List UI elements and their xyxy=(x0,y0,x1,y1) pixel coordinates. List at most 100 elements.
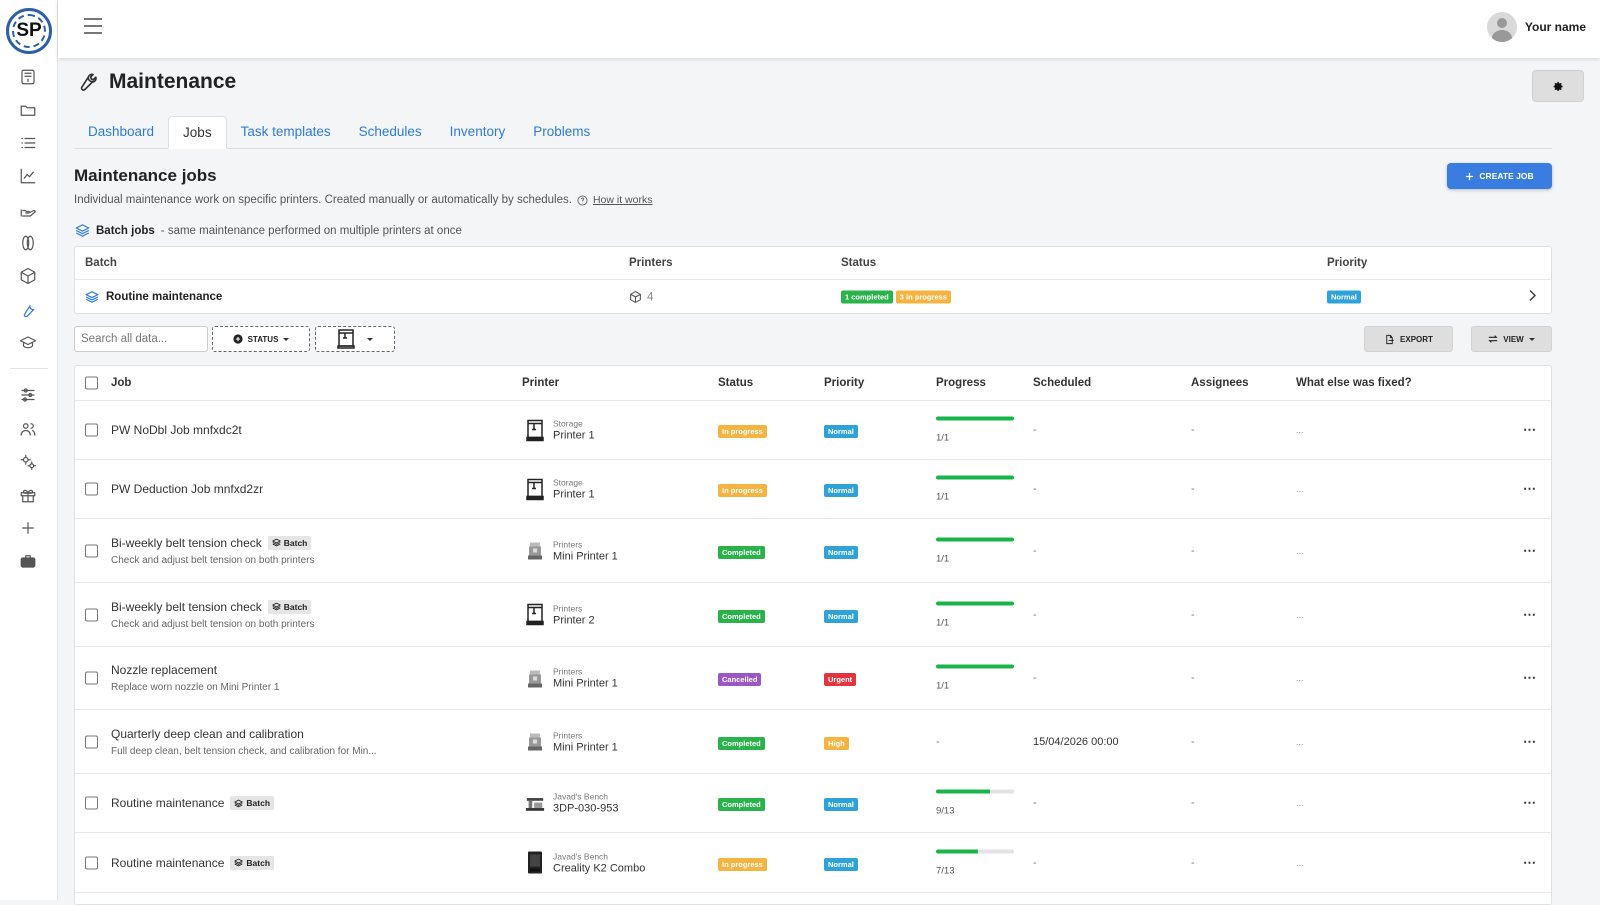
export-button[interactable]: EXPORT xyxy=(1364,326,1453,352)
job-name[interactable]: Nozzle replacement xyxy=(111,663,279,677)
wrench-icon[interactable] xyxy=(17,299,39,321)
tab-dashboard[interactable]: Dashboard xyxy=(88,124,155,139)
more-options-icon[interactable]: ⋯ xyxy=(1523,606,1536,622)
cogs-icon[interactable] xyxy=(17,451,39,473)
what-else-fixed-value: ... xyxy=(1296,857,1304,868)
status-filter-label: STATUS xyxy=(247,334,279,344)
table-row[interactable]: Bi-weekly belt tension check Batch Check a… xyxy=(75,519,1551,583)
row-checkbox[interactable] xyxy=(85,544,98,557)
list-icon[interactable] xyxy=(17,132,39,154)
printer-filter-button[interactable] xyxy=(315,326,395,352)
plus-icon[interactable] xyxy=(17,517,39,539)
more-options-icon[interactable]: ⋯ xyxy=(1523,542,1536,558)
row-checkbox[interactable] xyxy=(85,482,98,496)
col-priority[interactable]: Priority xyxy=(1327,257,1368,269)
job-name[interactable]: PW Deduction Job mnfxd2zr xyxy=(111,482,263,496)
col-printers[interactable]: Printers xyxy=(629,257,673,269)
progress-text: 1/1 xyxy=(936,432,950,444)
more-options-icon[interactable]: ⋯ xyxy=(1523,854,1536,870)
menu-icon[interactable] xyxy=(84,18,102,34)
printer-name[interactable]: Printer 1 xyxy=(553,488,595,501)
col-scheduled[interactable]: Scheduled xyxy=(1033,377,1092,389)
table-row[interactable]: Quarterly deep clean and calibration Full… xyxy=(75,710,1551,774)
batch-row[interactable]: Routine maintenance 4 1 completed 3 in p… xyxy=(75,280,1551,314)
col-batch[interactable]: Batch xyxy=(85,257,117,269)
row-checkbox[interactable] xyxy=(85,608,98,621)
printer-name[interactable]: Mini Printer 1 xyxy=(553,741,618,753)
tab-task-templates[interactable]: Task templates xyxy=(240,124,331,139)
row-checkbox[interactable] xyxy=(85,423,98,437)
col-status[interactable]: Status xyxy=(841,257,877,269)
chart-icon[interactable] xyxy=(17,165,39,187)
select-all-checkbox[interactable] xyxy=(85,376,98,390)
app-logo[interactable]: SP xyxy=(6,8,52,54)
tab-schedules[interactable]: Schedules xyxy=(358,124,422,139)
job-name[interactable]: PW NoDbl Job mnfxdc2t xyxy=(111,423,242,437)
plus-circle-icon xyxy=(233,334,243,344)
more-options-icon[interactable]: ⋯ xyxy=(1523,733,1536,749)
row-checkbox[interactable] xyxy=(85,796,98,810)
table-row[interactable]: Bi-weekly belt tension check Batch Check a… xyxy=(75,583,1551,647)
sliders-icon[interactable] xyxy=(17,384,39,406)
job-name[interactable]: Bi-weekly belt tension check Batch xyxy=(111,599,314,614)
create-job-button[interactable]: CREATE JOB xyxy=(1447,163,1552,189)
printer-name[interactable]: Mini Printer 1 xyxy=(553,677,618,690)
job-name[interactable]: Bi-weekly belt tension check Batch xyxy=(111,535,314,550)
view-button[interactable]: VIEW xyxy=(1471,326,1552,352)
printer-name[interactable]: Creality K2 Combo xyxy=(553,862,646,874)
printer-name[interactable]: 3DP-030-953 xyxy=(553,802,619,815)
folder-icon[interactable] xyxy=(17,99,39,121)
box-icon[interactable] xyxy=(17,265,39,287)
col-progress[interactable]: Progress xyxy=(936,377,986,389)
col-status[interactable]: Status xyxy=(718,377,754,389)
more-options-icon[interactable]: ⋯ xyxy=(1523,422,1536,437)
col-printer[interactable]: Printer xyxy=(522,377,560,389)
table-row[interactable]: Routine maintenance Batch Javad's Bench Cre… xyxy=(75,833,1551,893)
col-job[interactable]: Job xyxy=(111,377,132,389)
school-icon[interactable] xyxy=(17,332,39,354)
printer-name[interactable]: Printer 2 xyxy=(553,614,595,626)
tab-inventory[interactable]: Inventory xyxy=(449,124,506,139)
printer-group: Javad's Bench xyxy=(553,851,609,861)
printer-name[interactable]: Printer 1 xyxy=(553,429,595,442)
what-else-fixed-value: ... xyxy=(1296,545,1304,556)
users-icon[interactable] xyxy=(17,418,39,440)
table-row[interactable]: Nozzle replacement Replace worn nozzle on… xyxy=(75,647,1551,710)
table-row[interactable]: PW Deduction Job mnfxd2zr Storage Printer … xyxy=(75,460,1551,519)
col-assignees[interactable]: Assignees xyxy=(1191,377,1249,389)
job-name[interactable]: Routine maintenance Batch xyxy=(111,855,275,870)
briefcase-icon[interactable] xyxy=(17,550,39,572)
priority-badge: Normal xyxy=(824,857,858,871)
job-name[interactable]: Routine maintenance Batch xyxy=(111,796,275,810)
more-options-icon[interactable]: ⋯ xyxy=(1523,481,1536,496)
spool-icon[interactable] xyxy=(17,232,39,254)
how-it-works-link[interactable]: How it works xyxy=(592,194,653,206)
user-menu[interactable]: Your name xyxy=(1486,12,1586,42)
status-badge: In progress xyxy=(718,484,767,497)
status-badge: 3 in progress xyxy=(895,290,951,304)
job-cell: Routine maintenance Batch xyxy=(111,796,275,810)
search-input[interactable] xyxy=(74,326,208,352)
status-filter-button[interactable]: STATUS xyxy=(212,326,310,352)
assignees-value: - xyxy=(1191,608,1195,621)
dashboard-icon[interactable] xyxy=(17,66,39,88)
gift-icon[interactable] xyxy=(17,484,39,506)
table-row[interactable]: PW NoDbl Job mnfxdc2t Storage Printer 1 In … xyxy=(75,401,1551,460)
more-options-icon[interactable]: ⋯ xyxy=(1523,670,1536,685)
row-checkbox[interactable] xyxy=(85,735,98,748)
more-options-icon[interactable]: ⋯ xyxy=(1523,795,1536,810)
batch-name-cell: Routine maintenance xyxy=(85,290,222,304)
row-checkbox[interactable] xyxy=(85,671,98,685)
table-row[interactable]: Routine maintenance Batch Javad's Bench 3DP… xyxy=(75,774,1551,833)
row-checkbox[interactable] xyxy=(85,856,98,869)
tab-problems[interactable]: Problems xyxy=(533,124,591,139)
tab-jobs[interactable]: Jobs xyxy=(168,116,227,149)
caret-down-icon xyxy=(367,337,373,341)
printer-name[interactable]: Mini Printer 1 xyxy=(553,550,618,562)
chevron-right-icon[interactable] xyxy=(1527,289,1537,305)
col-what-else-fixed[interactable]: What else was fixed? xyxy=(1296,377,1412,389)
settings-button[interactable] xyxy=(1532,70,1584,102)
col-priority[interactable]: Priority xyxy=(824,377,865,389)
hand-icon[interactable] xyxy=(17,199,39,221)
job-name[interactable]: Quarterly deep clean and calibration xyxy=(111,727,377,741)
